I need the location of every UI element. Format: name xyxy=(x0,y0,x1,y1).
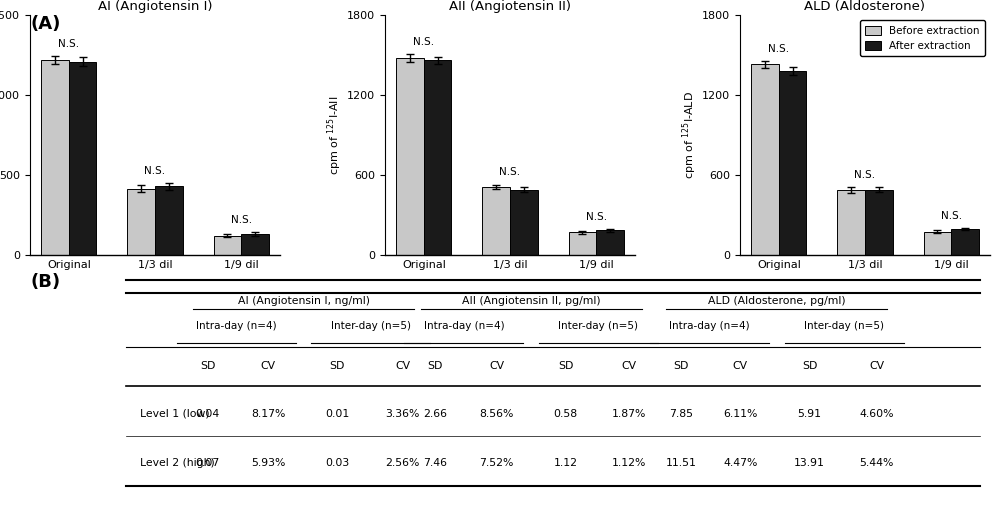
Text: 8.17%: 8.17% xyxy=(251,409,285,419)
Text: 1.87%: 1.87% xyxy=(612,409,646,419)
Text: CV: CV xyxy=(395,361,410,371)
Text: Level 2 (high): Level 2 (high) xyxy=(140,459,215,469)
Text: 3.36%: 3.36% xyxy=(385,409,420,419)
Bar xyxy=(241,234,269,255)
Text: 13.91: 13.91 xyxy=(794,459,825,469)
Text: 5.91: 5.91 xyxy=(798,409,822,419)
Text: N.S.: N.S. xyxy=(499,168,521,177)
Text: AII (Angiotensin II, pg/ml): AII (Angiotensin II, pg/ml) xyxy=(462,295,600,306)
Text: 1.12%: 1.12% xyxy=(612,459,646,469)
Bar xyxy=(41,60,69,255)
Text: 4.60%: 4.60% xyxy=(859,409,894,419)
Text: N.S.: N.S. xyxy=(231,215,252,225)
Text: CV: CV xyxy=(869,361,884,371)
Text: (B): (B) xyxy=(30,273,60,291)
Text: SD: SD xyxy=(427,361,443,371)
Text: SD: SD xyxy=(200,361,215,371)
Text: SD: SD xyxy=(330,361,345,371)
Text: N.S.: N.S. xyxy=(768,43,789,54)
Bar xyxy=(127,189,155,255)
Text: 0.04: 0.04 xyxy=(195,409,220,419)
Text: 7.85: 7.85 xyxy=(669,409,693,419)
Text: N.S.: N.S. xyxy=(941,211,962,221)
Text: 2.56%: 2.56% xyxy=(385,459,420,469)
Bar xyxy=(924,232,951,255)
Text: Inter-day (n=5): Inter-day (n=5) xyxy=(331,321,411,331)
Text: 0.03: 0.03 xyxy=(325,459,349,469)
Text: CV: CV xyxy=(621,361,637,371)
Text: 2.66: 2.66 xyxy=(423,409,447,419)
Text: AI (Angiotensin I, ng/ml): AI (Angiotensin I, ng/ml) xyxy=(238,295,370,306)
Text: 0.07: 0.07 xyxy=(195,459,220,469)
Bar xyxy=(214,236,241,255)
Text: 4.47%: 4.47% xyxy=(723,459,758,469)
Bar xyxy=(69,62,96,255)
Text: 1.12: 1.12 xyxy=(554,459,578,469)
Y-axis label: cpm of $^{125}$I-ALD: cpm of $^{125}$I-ALD xyxy=(681,91,699,179)
Text: CV: CV xyxy=(733,361,748,371)
Bar xyxy=(510,190,538,255)
Bar xyxy=(837,190,865,255)
Text: 6.11%: 6.11% xyxy=(723,409,758,419)
Title: AI (Angiotensin I): AI (Angiotensin I) xyxy=(98,0,212,13)
Text: 0.01: 0.01 xyxy=(325,409,349,419)
Text: SD: SD xyxy=(802,361,817,371)
Text: 5.93%: 5.93% xyxy=(251,459,285,469)
Text: Inter-day (n=5): Inter-day (n=5) xyxy=(804,321,884,331)
Text: 11.51: 11.51 xyxy=(665,459,696,469)
Title: ALD (Aldosterone): ALD (Aldosterone) xyxy=(804,0,926,13)
Bar xyxy=(779,71,806,255)
Bar xyxy=(751,65,779,255)
Text: 5.44%: 5.44% xyxy=(860,459,894,469)
Bar xyxy=(155,186,183,255)
Text: N.S.: N.S. xyxy=(413,36,434,46)
Legend: Before extraction, After extraction: Before extraction, After extraction xyxy=(860,20,985,57)
Title: AII (Angiotensin II): AII (Angiotensin II) xyxy=(449,0,571,13)
Text: Level 1 (low): Level 1 (low) xyxy=(140,409,210,419)
Bar xyxy=(569,232,596,255)
Text: N.S.: N.S. xyxy=(58,39,79,49)
Bar xyxy=(424,61,451,255)
Text: 7.46: 7.46 xyxy=(423,459,447,469)
Text: 0.58: 0.58 xyxy=(554,409,578,419)
Text: (A): (A) xyxy=(30,15,60,33)
Text: 7.52%: 7.52% xyxy=(479,459,514,469)
Text: SD: SD xyxy=(558,361,573,371)
Text: Intra-day (n=4): Intra-day (n=4) xyxy=(669,321,750,331)
Bar xyxy=(951,229,979,255)
Bar xyxy=(396,58,424,255)
Text: N.S.: N.S. xyxy=(144,166,166,176)
Text: SD: SD xyxy=(673,361,689,371)
Text: CV: CV xyxy=(261,361,276,371)
Bar xyxy=(482,187,510,255)
Text: Intra-day (n=4): Intra-day (n=4) xyxy=(196,321,277,331)
Text: CV: CV xyxy=(489,361,504,371)
Text: N.S.: N.S. xyxy=(586,212,607,222)
Text: N.S.: N.S. xyxy=(854,170,876,180)
Text: Intra-day (n=4): Intra-day (n=4) xyxy=(424,321,504,331)
Bar xyxy=(596,230,624,255)
Text: 8.56%: 8.56% xyxy=(479,409,514,419)
Text: ALD (Aldosterone, pg/ml): ALD (Aldosterone, pg/ml) xyxy=(708,295,846,306)
Text: Inter-day (n=5): Inter-day (n=5) xyxy=(558,321,638,331)
Y-axis label: cpm of $^{125}$I-AII: cpm of $^{125}$I-AII xyxy=(326,95,344,175)
Bar xyxy=(865,190,893,255)
